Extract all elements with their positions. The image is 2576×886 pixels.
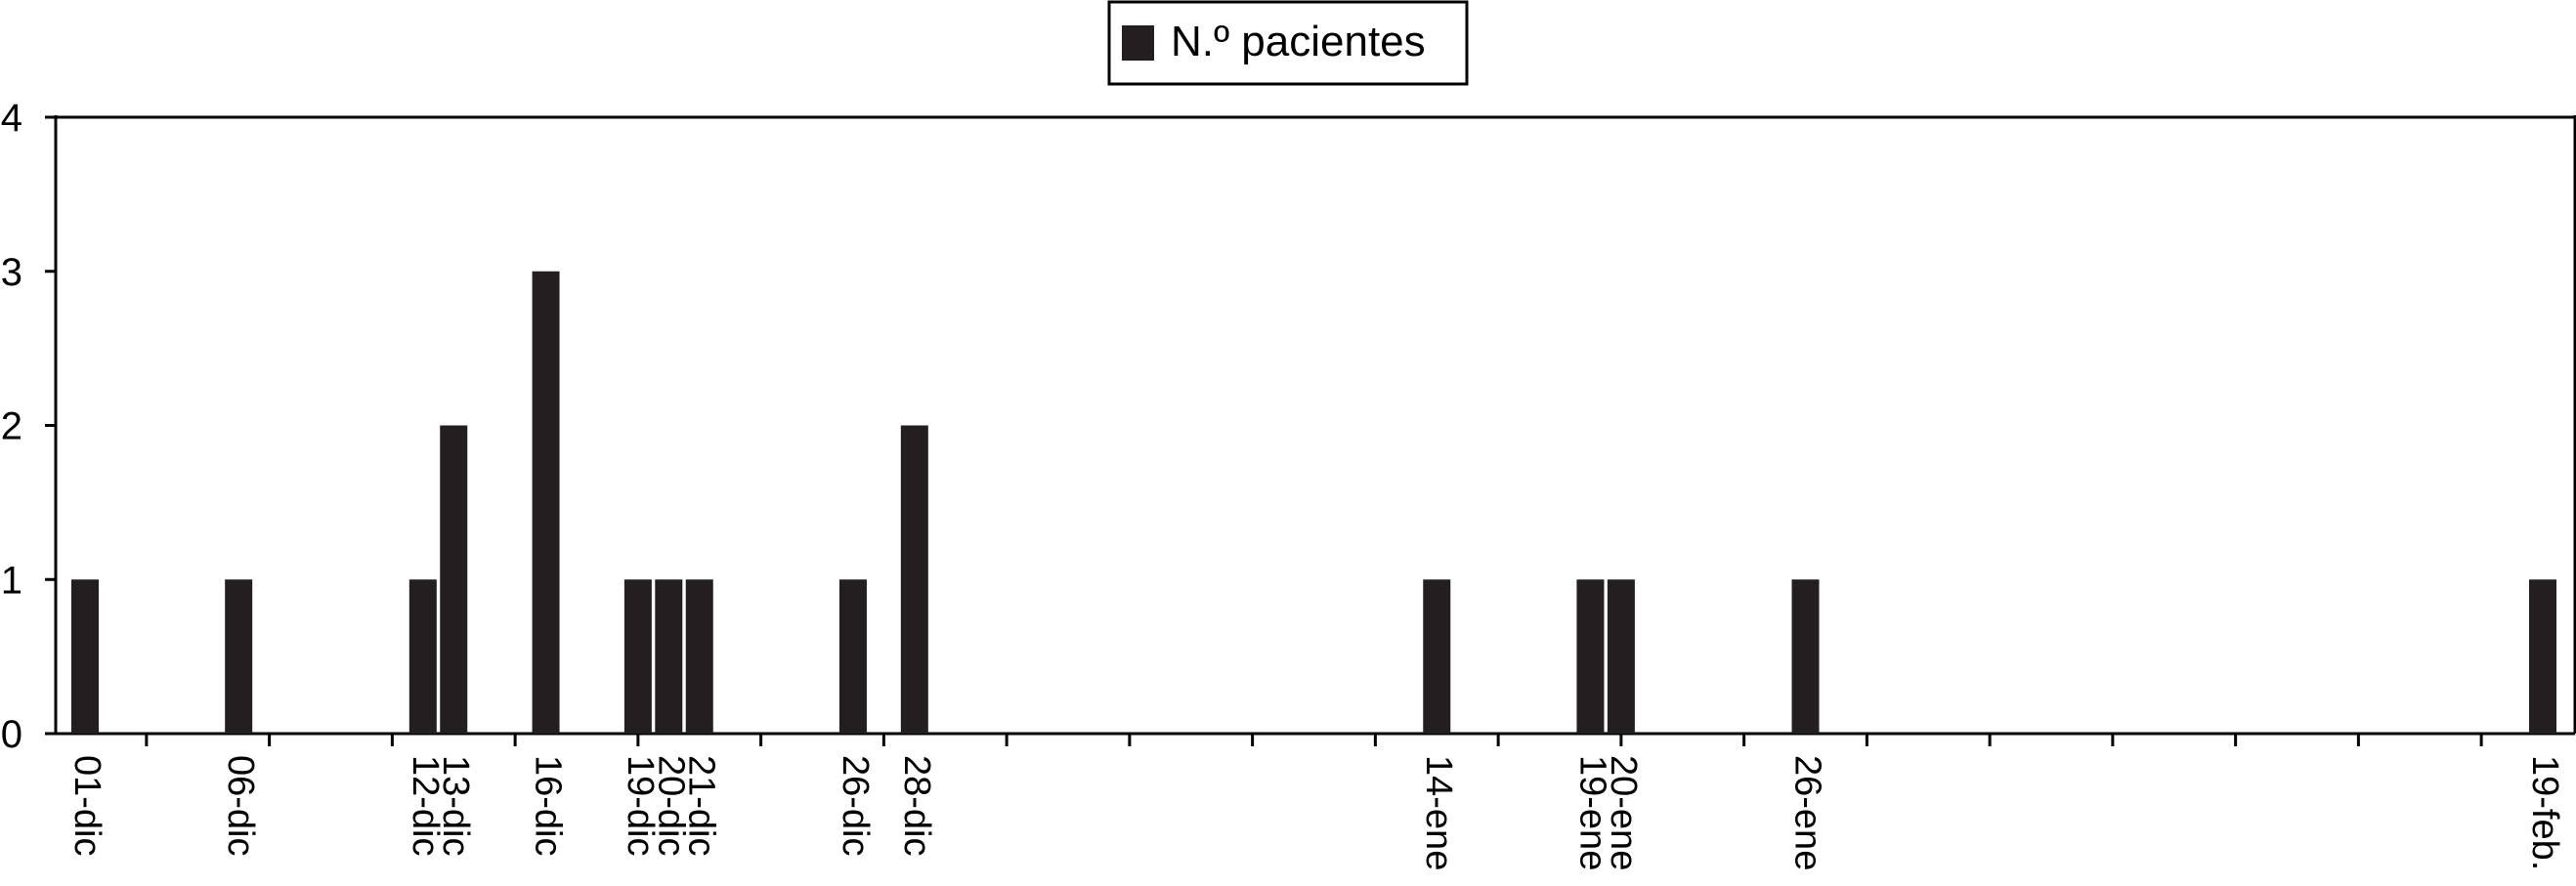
y-tick-label: 2 <box>1 405 22 448</box>
x-tick-label: 12-dic <box>405 755 446 857</box>
bar <box>685 579 713 734</box>
x-tick-label: 13-dic <box>435 755 476 857</box>
bars <box>71 271 2556 734</box>
x-tick-label: 20-ene <box>1603 755 1644 870</box>
legend: N.º pacientes <box>1107 0 1469 86</box>
bar <box>408 579 437 734</box>
x-tick-label: 19-dic <box>620 755 661 857</box>
bar <box>440 425 468 734</box>
x-tick-label: 01-dic <box>66 755 107 857</box>
bar <box>71 579 99 734</box>
y-tick-label: 4 <box>1 97 22 140</box>
legend-label: N.º pacientes <box>1171 18 1426 65</box>
y-tick-label: 0 <box>1 713 22 756</box>
bar <box>1791 579 1820 734</box>
x-tick-label: 19-ene <box>1571 755 1612 870</box>
bar <box>655 579 683 734</box>
bar <box>900 425 928 734</box>
y-tick-label: 3 <box>1 251 22 294</box>
x-tick-label: 16-dic <box>528 755 569 857</box>
bar <box>532 271 560 734</box>
legend-box <box>1107 0 1469 86</box>
x-tick-label: 28-dic <box>896 755 937 857</box>
bar <box>1576 579 1605 734</box>
bar <box>225 579 253 734</box>
x-tick-label: 26-dic <box>835 755 876 857</box>
y-tick-label: 1 <box>1 559 22 602</box>
bar <box>838 579 867 734</box>
bar <box>623 579 652 734</box>
x-tick-label: 14-ene <box>1418 755 1459 870</box>
bar <box>2529 579 2556 734</box>
bar <box>1423 579 1451 734</box>
x-tick-label: 20-dic <box>650 755 691 857</box>
bar <box>1607 579 1635 734</box>
x-tick-label: 21-dic <box>681 755 722 857</box>
x-tick-label: 19-feb. <box>2524 755 2565 870</box>
y-axis: 0 1 2 3 4 <box>1 97 2576 756</box>
x-tick-label: 26-ene <box>1786 755 1827 870</box>
legend-swatch <box>1122 25 1154 61</box>
x-tick-label: 06-dic <box>220 755 261 857</box>
